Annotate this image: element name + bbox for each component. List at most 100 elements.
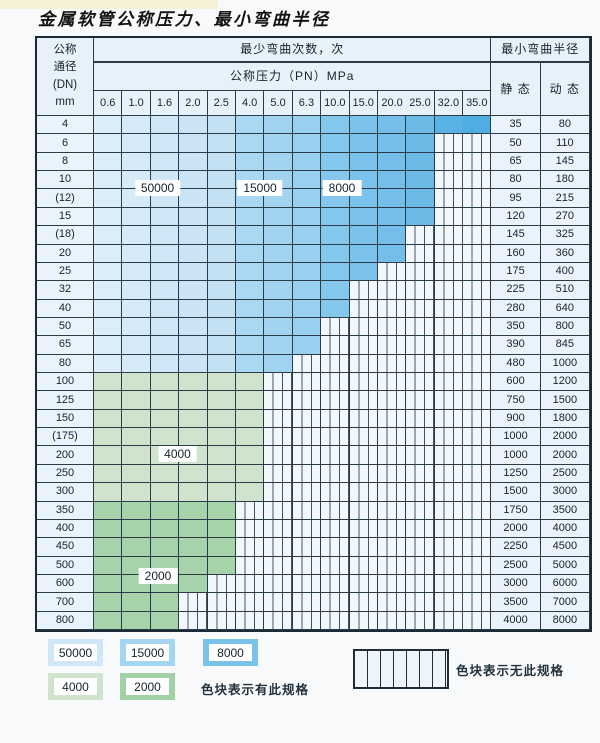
spec-cell: [150, 409, 180, 429]
nospec-cell: [264, 556, 293, 575]
spec-cell: [264, 152, 293, 172]
nospec-cell: [264, 464, 293, 484]
spec-table-grid: 公称 通径 (DN) mm 最少弯曲次数，次 最小弯曲半径 公称压力（PN）MPa 静 态动 …: [35, 36, 593, 633]
spec-cell: [179, 336, 208, 355]
spec-cell: [292, 116, 322, 135]
nospec-cell: [377, 483, 407, 502]
pressure-col-header: 35.0: [463, 91, 492, 116]
nospec-cell: [349, 556, 378, 575]
nospec-cell: [264, 409, 293, 429]
legend-chip-value: 4000: [54, 678, 97, 695]
static-value: 1750: [491, 501, 541, 520]
nospec-cell: [377, 574, 407, 594]
nospec-cell: [377, 428, 407, 447]
nospec-cell: [377, 262, 407, 282]
nospec-cell: [321, 574, 350, 594]
spec-cell: [207, 281, 236, 300]
dynamic-value: 845: [540, 336, 591, 355]
nospec-cell: [377, 336, 407, 355]
spec-cell: [321, 152, 350, 172]
spec-cell: [150, 336, 180, 355]
nospec-cell: [349, 428, 378, 447]
nospec-cell: [434, 409, 464, 429]
nospec-cell: [292, 556, 322, 575]
nospec-cell: [463, 464, 492, 484]
spec-cell: [94, 373, 123, 392]
spec-cell: [122, 262, 151, 282]
static-value: 3000: [491, 574, 541, 594]
spec-cell: [150, 299, 180, 318]
nospec-cell: [321, 336, 350, 355]
dynamic-value: 1500: [540, 391, 591, 410]
dn-cell: 10: [37, 171, 94, 190]
nospec-cell: [321, 354, 350, 374]
nospec-cell: [235, 593, 265, 612]
dn-cell: (12): [37, 189, 94, 208]
spec-cell: [406, 189, 435, 208]
spec-cell: [264, 354, 293, 374]
spec-cell: [235, 226, 265, 245]
legend-has-spec-note: 色块表示有此规格: [201, 683, 310, 697]
pressure-col-header: 1.6: [150, 91, 180, 116]
dynamic-value: 6000: [540, 574, 591, 594]
nospec-cell: [292, 611, 322, 631]
nospec-cell: [406, 593, 435, 612]
spec-cell: [292, 281, 322, 300]
dn-cell: 350: [37, 501, 94, 520]
nospec-cell: [434, 593, 464, 612]
nospec-cell: [321, 409, 350, 429]
spec-cell: [179, 281, 208, 300]
page-title: 金属软管公称压力、最小弯曲半径: [38, 10, 331, 30]
pressure-col-header: 15.0: [349, 91, 378, 116]
nospec-cell: [292, 519, 322, 539]
dn-cell: 800: [37, 611, 94, 631]
nospec-cell: [434, 189, 464, 208]
spec-cell: [122, 152, 151, 172]
spec-cell: [94, 593, 123, 612]
spec-cell: [179, 134, 208, 153]
nospec-cell: [463, 171, 492, 190]
spec-cell: [207, 483, 236, 502]
spec-cell: [94, 134, 123, 153]
dn-header-line: (DN): [52, 78, 78, 91]
dynamic-value: 640: [540, 299, 591, 318]
dn-cell: 125: [37, 391, 94, 410]
dn-cell: 150: [37, 409, 94, 429]
nospec-cell: [377, 464, 407, 484]
spec-cell: [264, 207, 293, 227]
spec-cell: [207, 556, 236, 575]
nospec-cell: [377, 611, 407, 631]
static-header: 静 态: [491, 63, 541, 116]
spec-cell: [179, 299, 208, 318]
dynamic-value: 4500: [540, 538, 591, 557]
nospec-cell: [321, 501, 350, 520]
spec-cell: [264, 299, 293, 318]
spec-cell: [179, 317, 208, 337]
nospec-cell: [349, 299, 378, 318]
spec-cell: [207, 134, 236, 153]
nospec-cell: [377, 538, 407, 557]
spec-cell: [264, 244, 293, 263]
spec-cell: [207, 116, 236, 135]
dynamic-header: 动 态: [540, 63, 591, 116]
spec-cell: [179, 501, 208, 520]
nospec-cell: [235, 574, 265, 594]
nospec-cell: [463, 501, 492, 520]
spec-cell: [235, 446, 265, 465]
nospec-cell: [321, 391, 350, 410]
spec-cell: [207, 409, 236, 429]
static-value: 350: [491, 317, 541, 337]
static-value: 65: [491, 152, 541, 172]
dn-header-line: 通径: [53, 61, 77, 74]
spec-cell: [235, 134, 265, 153]
legend-chip-value: 15000: [126, 644, 169, 661]
spec-cell: [122, 464, 151, 484]
nospec-cell: [321, 373, 350, 392]
nospec-cell: [292, 464, 322, 484]
spec-cell: [94, 336, 123, 355]
nospec-cell: [434, 464, 464, 484]
nospec-cell: [235, 501, 265, 520]
nospec-cell: [292, 593, 322, 612]
nospec-cell: [292, 428, 322, 447]
spec-cell: [179, 116, 208, 135]
